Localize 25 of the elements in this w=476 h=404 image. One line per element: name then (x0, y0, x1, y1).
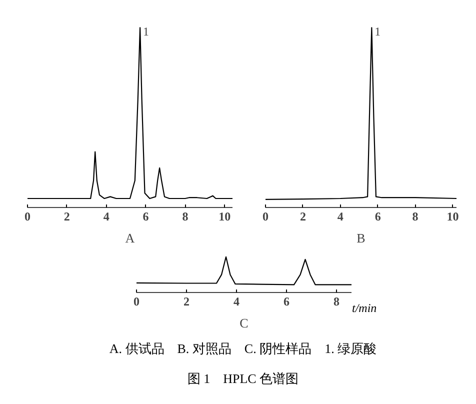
text: A (125, 230, 136, 246)
x-tick-label: 8 (334, 294, 340, 308)
text: A. 供试品 B. 对照品 C. 阴性样品 1. 绿原酸 (109, 340, 377, 358)
x-tick-label: 4 (234, 294, 240, 308)
x-tick-label: 0 (134, 294, 140, 308)
x-tick-label: 0 (24, 210, 30, 224)
x-tick-label: 4 (103, 210, 110, 224)
x-tick-label: 2 (184, 294, 190, 308)
x-tick-label: 6 (374, 210, 381, 224)
text: B (356, 230, 366, 246)
x-tick-label: 6 (284, 294, 290, 308)
annotation: 1 (143, 24, 150, 39)
x-tick-label: 8 (412, 210, 418, 224)
x-tick-label: 10 (218, 210, 231, 224)
text: C (240, 316, 248, 330)
x-tick-label: 2 (64, 210, 70, 224)
x-tick-label: 8 (182, 210, 188, 224)
x-tick-label: 4 (337, 210, 344, 224)
x-axis-title: t/min (352, 300, 377, 317)
x-tick-label: 2 (300, 210, 306, 224)
caption: 图 1 HPLC 色谱图 (187, 370, 299, 388)
x-tick-label: 0 (262, 210, 268, 224)
annotation: 1 (374, 24, 381, 39)
x-tick-label: 10 (446, 210, 459, 224)
x-tick-label: 6 (142, 210, 149, 224)
